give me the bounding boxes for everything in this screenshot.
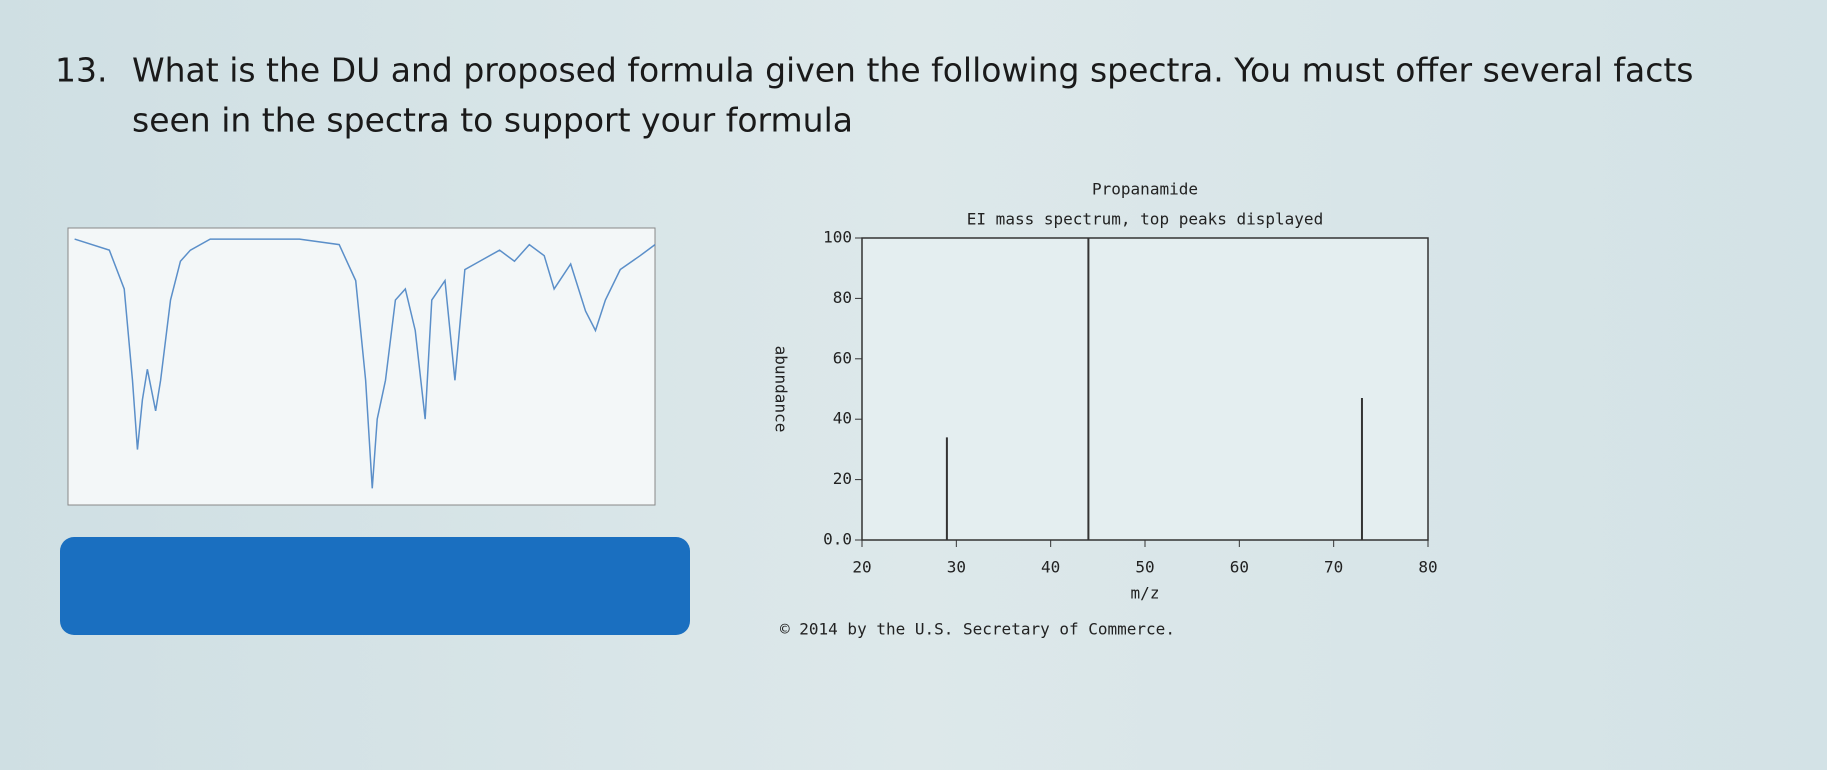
x-tick-label: 40 (1041, 558, 1060, 577)
y-tick-label: 100 (823, 228, 852, 247)
ms-frame (861, 237, 1429, 541)
x-tick-label: 70 (1324, 558, 1343, 577)
y-tick-label: 80 (833, 288, 852, 307)
question-number: 13. (55, 51, 107, 90)
x-tick-label: 50 (1135, 558, 1154, 577)
chart-title: Propanamide (1092, 180, 1198, 199)
answer-box (60, 537, 690, 635)
x-tick-label: 30 (947, 558, 966, 577)
source-note: © 2014 by the U.S. Secretary of Commerce… (780, 620, 1175, 639)
y-tick-label: 40 (833, 409, 852, 428)
y-tick-label: 60 (833, 348, 852, 367)
ir-frame (67, 227, 656, 506)
y-tick-label: 0.0 (823, 530, 852, 549)
question-text: What is the DU and proposed formula give… (132, 51, 1693, 90)
y-tick-label: 20 (833, 469, 852, 488)
y-axis-label: abundance (772, 346, 791, 433)
question-text: seen in the spectra to support your form… (132, 101, 853, 140)
x-tick-label: 20 (852, 558, 871, 577)
x-axis-label: m/z (1131, 584, 1160, 603)
chart-subtitle: EI mass spectrum, top peaks displayed (967, 210, 1323, 229)
ir-trace (74, 238, 656, 489)
x-tick-label: 60 (1230, 558, 1249, 577)
x-tick-label: 80 (1418, 558, 1437, 577)
